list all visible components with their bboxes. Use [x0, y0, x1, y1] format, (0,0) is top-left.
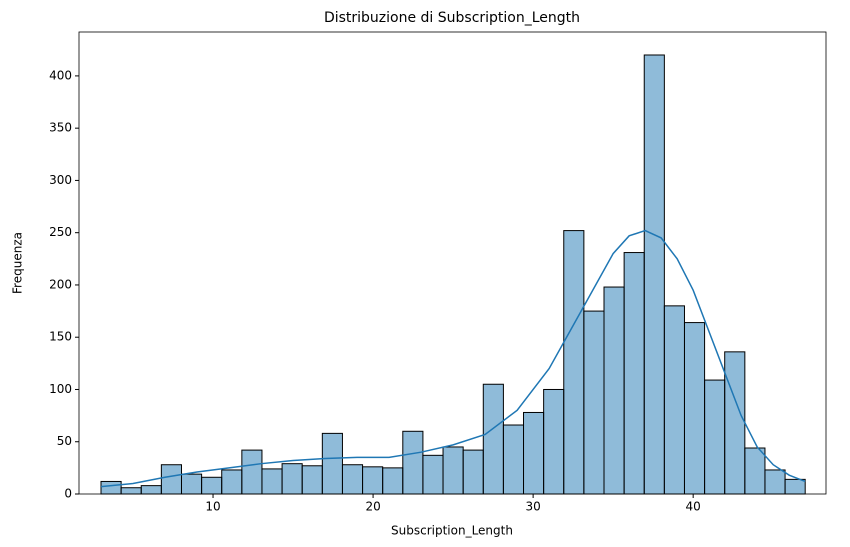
bar: [120, 487, 142, 495]
bar: [603, 286, 625, 495]
bar: [201, 476, 223, 495]
bar: [402, 430, 424, 495]
bar: [261, 468, 283, 495]
bar: [362, 466, 384, 495]
bar: [281, 463, 303, 495]
bar: [422, 454, 444, 495]
bar: [563, 230, 585, 495]
chart-title: Distribuzione di Subscription_Length: [324, 10, 580, 26]
y-tick-label: 0: [64, 487, 72, 501]
y-tick-label: 150: [49, 330, 72, 344]
bar: [523, 411, 545, 495]
bar: [321, 432, 343, 495]
bar: [784, 478, 806, 495]
bar: [442, 446, 464, 495]
bar: [462, 449, 484, 495]
bar: [623, 252, 645, 495]
bar: [482, 383, 504, 495]
bar: [543, 388, 565, 495]
y-tick-label: 200: [49, 277, 72, 291]
bar: [583, 310, 605, 495]
bar: [140, 485, 162, 495]
bar: [683, 322, 706, 495]
bar: [724, 351, 746, 495]
bar: [502, 424, 525, 495]
x-axis-label: Subscription_Length: [391, 524, 513, 538]
bar: [341, 464, 364, 495]
bar: [241, 449, 263, 495]
x-tick-label: 40: [686, 500, 701, 514]
y-tick-label: 250: [49, 225, 72, 239]
y-tick-label: 50: [57, 434, 72, 448]
x-tick-label: 20: [365, 500, 380, 514]
bar: [704, 379, 726, 495]
plot-frame: [78, 31, 827, 495]
bar: [180, 473, 203, 495]
y-tick-label: 300: [49, 173, 72, 187]
bar: [221, 469, 243, 495]
y-tick-label: 400: [49, 68, 72, 82]
bar: [100, 480, 122, 495]
y-tick-label: 350: [49, 121, 72, 135]
bar: [744, 447, 766, 495]
bar: [301, 465, 323, 495]
bar: [663, 305, 685, 495]
x-tick-label: 30: [525, 500, 540, 514]
x-tick-label: 10: [205, 500, 220, 514]
bar: [160, 464, 182, 495]
bar: [764, 469, 786, 495]
y-tick-label: 100: [49, 382, 72, 396]
kde-line: [100, 229, 806, 488]
bar: [382, 467, 404, 495]
y-axis-label: Frequenza: [11, 232, 25, 294]
bar: [643, 54, 665, 495]
